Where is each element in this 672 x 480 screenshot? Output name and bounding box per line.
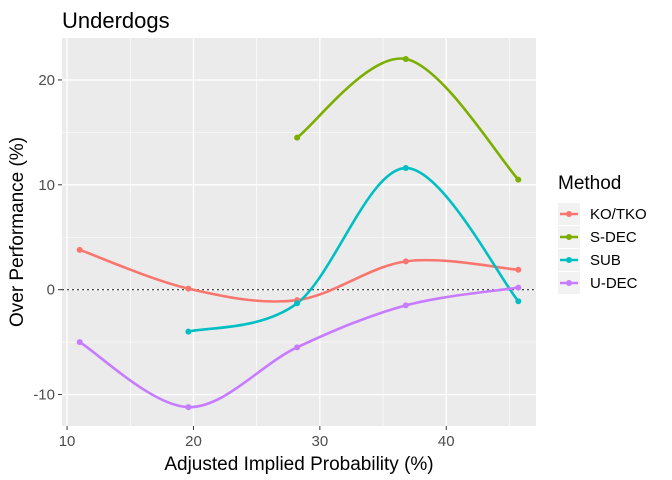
- legend-key-point-sub: [566, 257, 572, 263]
- y-tick-label: 0: [47, 282, 55, 299]
- data-point-u-dec: [294, 344, 301, 351]
- data-point-u-dec: [402, 302, 409, 309]
- x-axis-ticks: 10 20 30 40: [59, 426, 455, 450]
- y-tick-label: -10: [33, 387, 55, 404]
- data-point-sub: [402, 165, 409, 172]
- y-tick-label: 20: [38, 72, 55, 89]
- y-axis-ticks: -10 0 10 20: [33, 72, 62, 404]
- series-line-sub: [187, 166, 520, 333]
- data-point-s-dec: [294, 134, 301, 141]
- data-point-u-dec: [76, 339, 83, 346]
- legend-key-point-ko-tko: [566, 211, 572, 217]
- x-axis-title: Adjusted Implied Probability (%): [164, 454, 433, 475]
- y-axis-title: Over Performance (%): [7, 137, 28, 327]
- x-tick-label: 10: [59, 433, 76, 450]
- x-tick-label: 30: [312, 433, 329, 450]
- chart-title: Underdogs: [62, 8, 170, 33]
- series-points: [76, 55, 522, 411]
- legend-label-s-dec: S-DEC: [590, 229, 637, 246]
- y-tick-label: 10: [38, 177, 55, 194]
- legend-key-point-s-dec: [566, 234, 572, 240]
- data-point-sub: [515, 298, 522, 305]
- plot-panel: [62, 38, 536, 426]
- data-point-s-dec: [515, 176, 522, 183]
- data-point-ko-tko: [76, 246, 83, 253]
- legend-label-u-dec: U-DEC: [590, 275, 638, 292]
- data-point-u-dec: [185, 404, 192, 411]
- data-point-s-dec: [402, 55, 409, 62]
- legend-key-point-u-dec: [566, 280, 572, 286]
- data-point-sub: [294, 300, 301, 307]
- data-point-ko-tko: [402, 258, 409, 265]
- legend-title: Method: [558, 173, 621, 194]
- legend-label-ko-tko: KO/TKO: [590, 206, 647, 223]
- x-tick-label: 20: [185, 433, 202, 450]
- x-tick-label: 40: [438, 433, 455, 450]
- legend: Method KO/TKO S-DEC SUB U-DEC: [558, 173, 647, 294]
- data-point-u-dec: [515, 284, 522, 291]
- grid-minor: [62, 38, 536, 426]
- data-point-ko-tko: [185, 285, 192, 292]
- legend-label-sub: SUB: [590, 252, 621, 269]
- data-point-ko-tko: [515, 266, 522, 273]
- data-point-sub: [185, 328, 192, 335]
